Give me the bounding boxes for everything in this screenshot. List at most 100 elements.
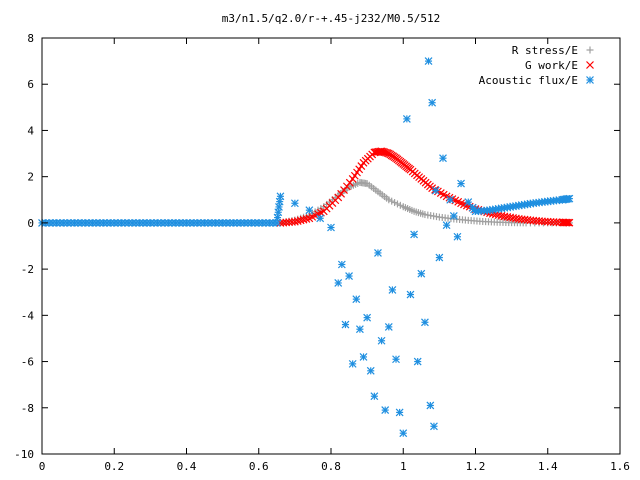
- data-point: [381, 406, 390, 415]
- data-point: [290, 199, 299, 208]
- data-point-interp: [299, 215, 308, 224]
- data-point: [446, 195, 455, 204]
- data-point-interp: [345, 178, 354, 187]
- data-point: [421, 318, 429, 327]
- y-tick-label: 0: [27, 217, 34, 230]
- data-point-interp: [178, 218, 187, 227]
- legend: R stress/E G work/E Acoustic flux/E: [479, 44, 594, 87]
- data-point-interp: [142, 218, 151, 227]
- data-point-interp: [175, 218, 184, 227]
- plot-frame: [41, 37, 621, 455]
- data-point-interp: [426, 182, 434, 191]
- data-point: [334, 279, 343, 287]
- data-point: [370, 392, 379, 401]
- data-point-interp: [379, 147, 387, 156]
- series-3: [38, 57, 574, 438]
- data-point-interp: [70, 218, 79, 227]
- data-point: [388, 285, 397, 294]
- data-point: [345, 272, 353, 280]
- data-point: [337, 260, 346, 269]
- data-point-interp: [215, 218, 223, 227]
- data-point-interp: [454, 197, 463, 206]
- data-point: [426, 401, 435, 410]
- y-tick-label: 2: [27, 171, 34, 184]
- data-point: [305, 206, 314, 215]
- data-point-interp: [368, 150, 377, 159]
- x-tick-label: 1: [400, 460, 407, 473]
- data-point-interp: [88, 218, 97, 227]
- data-point-interp: [419, 210, 427, 218]
- data-point-interp: [562, 218, 571, 227]
- y-tick-label: 6: [27, 78, 34, 91]
- data-point-interp: [59, 218, 68, 227]
- data-point-interp: [293, 217, 302, 225]
- data-point-interp: [331, 196, 340, 205]
- y-tick-label: -6: [21, 356, 34, 369]
- data-point-interp: [160, 218, 169, 227]
- data-point: [56, 218, 64, 227]
- x-tick-label: 0: [39, 460, 46, 473]
- legend-label: G work/E: [525, 59, 578, 72]
- data-point: [355, 325, 364, 334]
- data-point-interp: [113, 218, 122, 227]
- chart-title: m3/n1.5/q2.0/r-+.45-j232/M0.5/512: [222, 12, 441, 25]
- data-point-interp: [117, 218, 126, 227]
- data-point: [74, 218, 83, 227]
- data-point: [431, 186, 440, 195]
- data-point: [435, 253, 444, 262]
- data-point-interp: [106, 218, 115, 227]
- data-point-interp: [269, 218, 278, 227]
- data-point-interp: [396, 201, 404, 209]
- data-point-interp: [302, 215, 311, 223]
- data-point-interp: [357, 162, 366, 170]
- y-tick-label: -4: [21, 309, 35, 322]
- y-tick-label: 8: [27, 32, 34, 45]
- data-point-interp: [564, 218, 572, 227]
- data-point: [439, 154, 447, 163]
- data-point-interp: [275, 197, 284, 206]
- x-tick-label: 1.4: [538, 460, 558, 473]
- data-point: [366, 366, 375, 375]
- data-point-interp: [439, 190, 448, 199]
- data-point-interp: [381, 148, 390, 157]
- data-point-interp: [229, 218, 238, 227]
- data-point-interp: [66, 218, 75, 227]
- data-point: [464, 198, 473, 207]
- data-point-interp: [285, 218, 294, 227]
- data-point-interp: [523, 216, 532, 224]
- ticks-layer: 0 0.2 0.4 0.6 0.8 1 1.2 1.4 1.6 -10 -8 -6 -4 -2 0 2 4 6 8: [14, 32, 630, 473]
- data-point-interp: [124, 218, 133, 227]
- data-point-interp: [383, 194, 391, 202]
- data-point: [377, 336, 386, 345]
- data-point-interp: [564, 194, 572, 203]
- x-tick-label: 0.4: [177, 460, 197, 473]
- data-point: [92, 218, 101, 227]
- data-point-interp: [509, 214, 517, 222]
- data-point: [413, 357, 422, 366]
- data-point-interp: [296, 216, 305, 225]
- series-2: [276, 147, 574, 227]
- data-point-interp: [197, 218, 205, 227]
- data-point-interp: [408, 206, 416, 214]
- data-point: [417, 269, 426, 278]
- data-point: [424, 57, 433, 66]
- data-point: [410, 230, 419, 239]
- data-point: [348, 359, 357, 368]
- data-point: [352, 295, 361, 304]
- data-point-interp: [52, 218, 61, 227]
- data-point: [254, 218, 263, 227]
- data-point-interp: [372, 186, 380, 194]
- data-point: [374, 249, 382, 257]
- legend-label: R stress/E: [512, 44, 578, 57]
- data-point: [449, 212, 458, 220]
- data-point-interp: [538, 217, 546, 226]
- data-point: [430, 422, 438, 431]
- data-point-interp: [380, 148, 389, 157]
- series-layer: [38, 57, 574, 438]
- y-tick-label: 4: [27, 124, 34, 137]
- data-point: [453, 232, 462, 241]
- data-point: [316, 214, 325, 223]
- data-point-interp: [432, 213, 440, 221]
- data-point-interp: [135, 218, 144, 227]
